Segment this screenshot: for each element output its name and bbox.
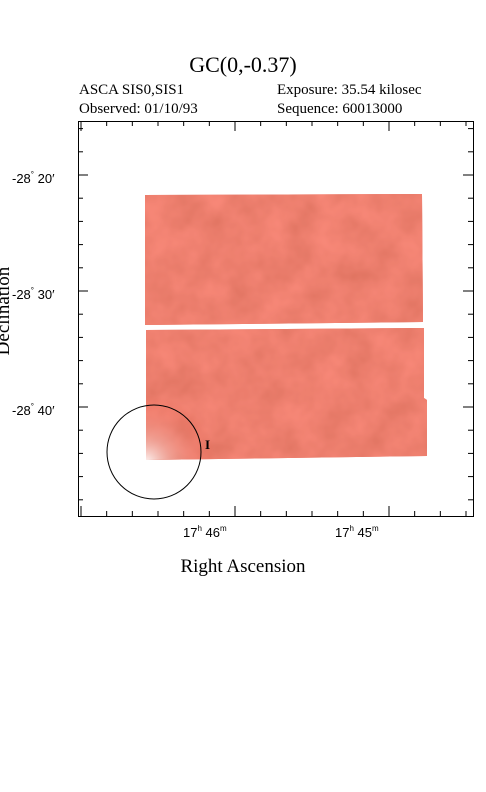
plot-title: GC(0,-0.37)	[189, 52, 297, 77]
y-tick-label: -28° 20′	[12, 170, 55, 186]
source-marker-label: I	[205, 437, 211, 452]
x-axis-label: Right Ascension	[180, 556, 306, 577]
y-axis-label: Declination	[0, 266, 14, 356]
source-region-circle	[106, 404, 202, 500]
exposure-label: Exposure: 35.54 kilosec	[277, 82, 422, 98]
plot-frame	[78, 121, 474, 517]
instrument-label: ASCA SIS0,SIS1	[79, 82, 185, 98]
y-tick-label: -28° 30′	[12, 286, 55, 302]
sequence-label: Sequence: 60013000	[277, 101, 403, 117]
x-tick-label: 17h 45m	[335, 524, 379, 540]
observed-date-label: Observed: 01/10/93	[79, 101, 198, 117]
axis-ticks	[78, 121, 473, 516]
x-tick-label: 17h 46m	[183, 524, 227, 540]
y-tick-label: -28° 40′	[12, 402, 55, 418]
